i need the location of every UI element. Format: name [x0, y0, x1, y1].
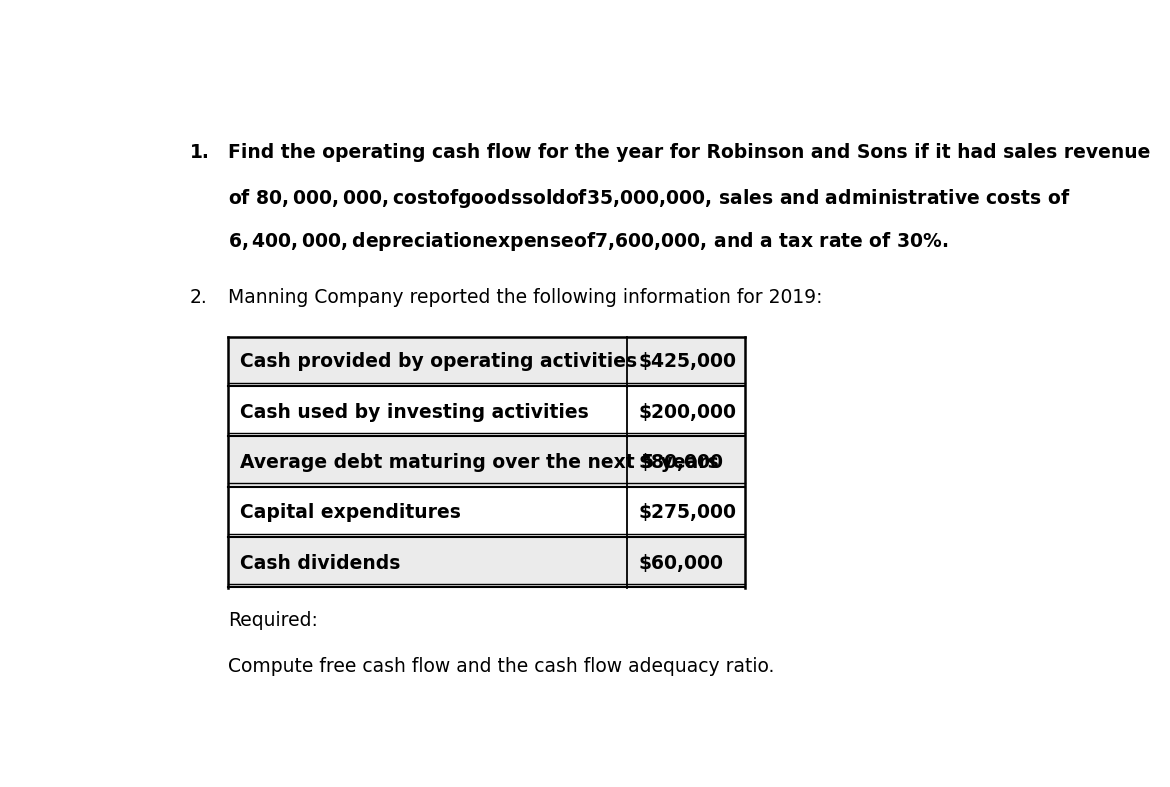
- Text: $200,000: $200,000: [639, 403, 737, 422]
- Text: Required:: Required:: [228, 611, 318, 630]
- Text: Capital expenditures: Capital expenditures: [240, 504, 461, 523]
- Text: Cash provided by operating activities: Cash provided by operating activities: [240, 353, 636, 371]
- Bar: [228, 387, 745, 438]
- Text: 2.: 2.: [190, 288, 207, 308]
- Text: $80,000: $80,000: [639, 453, 723, 472]
- Text: $425,000: $425,000: [639, 353, 737, 371]
- Text: Cash used by investing activities: Cash used by investing activities: [240, 403, 589, 422]
- Text: 1.: 1.: [190, 143, 209, 162]
- Text: $6,400,000, depreciation expense of $7,600,000, and a tax rate of 30%.: $6,400,000, depreciation expense of $7,6…: [228, 230, 949, 253]
- Text: $60,000: $60,000: [639, 554, 723, 573]
- Bar: [228, 488, 745, 538]
- Text: Average debt maturing over the next 5 years: Average debt maturing over the next 5 ye…: [240, 453, 718, 472]
- Bar: [228, 337, 745, 387]
- Text: Find the operating cash flow for the year for Robinson and Sons if it had sales : Find the operating cash flow for the yea…: [228, 143, 1150, 162]
- Text: Cash dividends: Cash dividends: [240, 554, 400, 573]
- Bar: [228, 438, 745, 488]
- Text: $275,000: $275,000: [639, 504, 737, 523]
- Text: Manning Company reported the following information for 2019:: Manning Company reported the following i…: [228, 288, 823, 308]
- Text: of $80,000,000, cost of goods sold of $35,000,000, sales and administrative cost: of $80,000,000, cost of goods sold of $3…: [228, 187, 1071, 209]
- Text: Compute free cash flow and the cash flow adequacy ratio.: Compute free cash flow and the cash flow…: [228, 657, 775, 676]
- Bar: [228, 538, 745, 589]
